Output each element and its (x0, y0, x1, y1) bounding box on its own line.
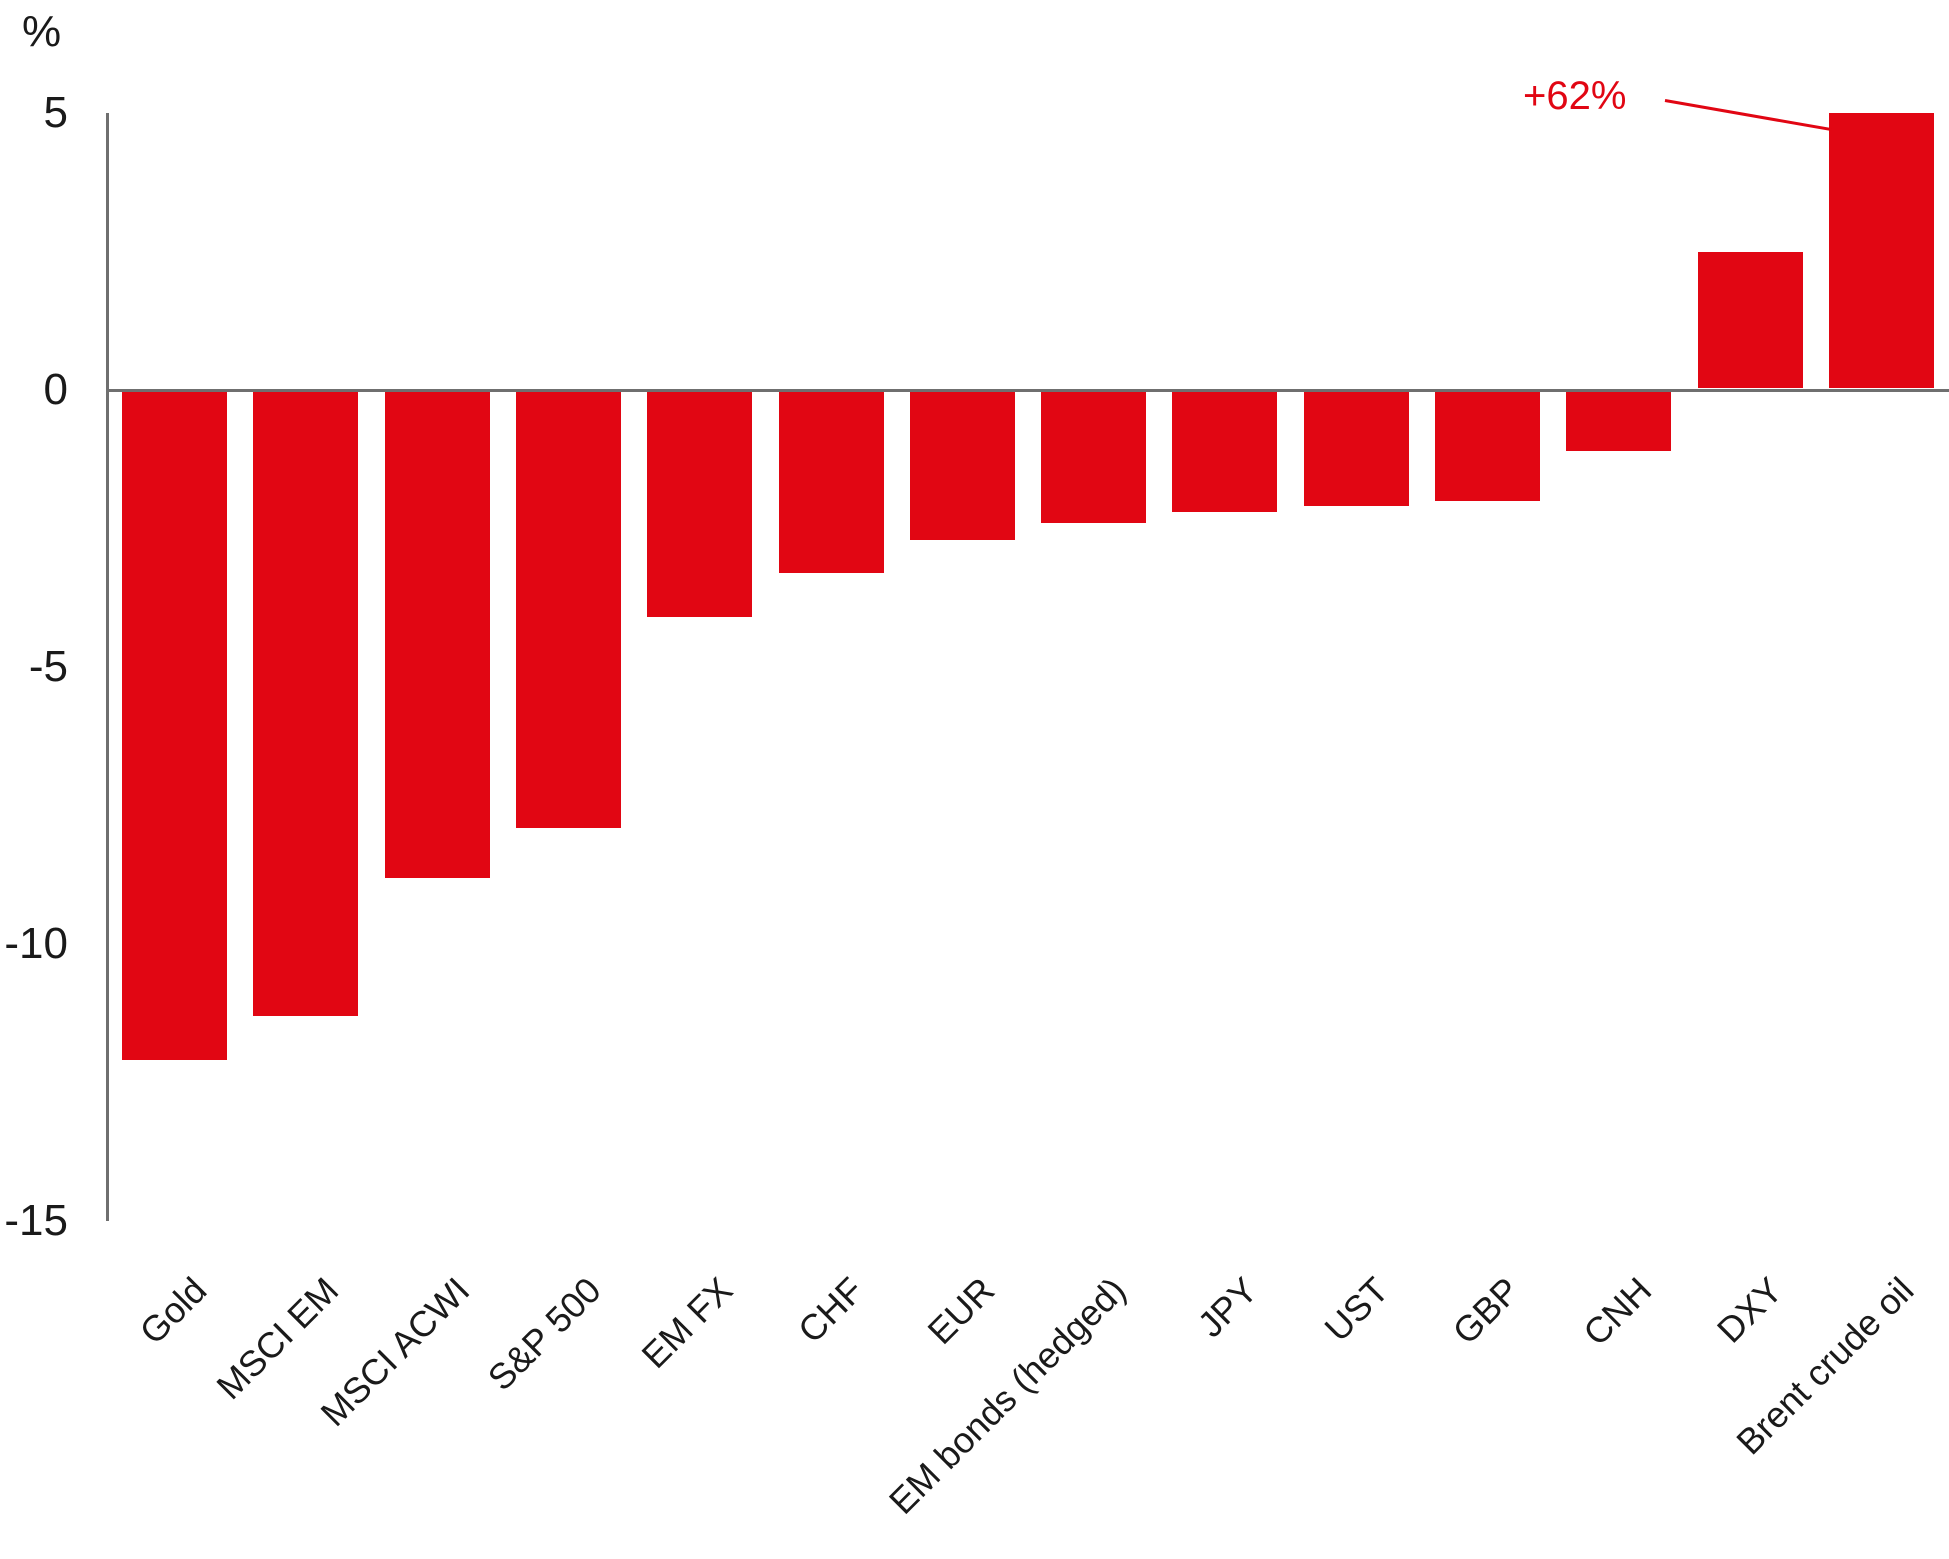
bar-em-fx (647, 392, 753, 618)
bar-cnh (1566, 392, 1672, 451)
bar-jpy (1172, 392, 1278, 512)
bar-gbp (1435, 392, 1540, 501)
bar-gold (122, 392, 227, 1061)
x-axis-label: S&P 500 (479, 1269, 609, 1399)
x-axis-label: GBP (1445, 1269, 1528, 1353)
bar-chf (778, 392, 884, 573)
x-axis-label: CNH (1574, 1269, 1660, 1354)
bar-msci-em (253, 392, 359, 1017)
annotation-callout-line (1664, 98, 1832, 131)
x-axis-label: Gold (132, 1269, 215, 1353)
x-axis-label: MSCI EM (208, 1269, 347, 1408)
bar-eur (909, 392, 1015, 540)
bar-dxy (1697, 251, 1803, 388)
y-tick-label: -15 (4, 1196, 68, 1245)
x-axis-label: EM bonds (hedged) (881, 1269, 1134, 1522)
x-axis-label: UST (1316, 1269, 1397, 1350)
y-tick-label: -10 (4, 919, 68, 968)
bar-ust (1303, 392, 1409, 507)
bar-s-p-500 (515, 392, 621, 828)
x-axis-label: JPY (1189, 1269, 1266, 1345)
x-axis-label: EM FX (633, 1269, 740, 1377)
x-axis-label: CHF (789, 1269, 872, 1351)
y-tick-label: 5 (43, 88, 68, 137)
x-axis-label: EUR (919, 1269, 1003, 1353)
x-axis-label: DXY (1709, 1269, 1791, 1351)
bar-msci-acwi (384, 392, 490, 878)
y-axis-line (106, 113, 109, 1221)
y-tick-label: -5 (28, 642, 68, 691)
y-axis-unit-label: % (22, 7, 62, 56)
bar-brent-crude-oil (1828, 113, 1934, 388)
bar-em-bonds-hedged (1041, 392, 1147, 523)
annotation-value-label: +62% (1523, 74, 1627, 118)
y-tick-label: 0 (43, 365, 68, 414)
zero-baseline (106, 389, 1949, 392)
